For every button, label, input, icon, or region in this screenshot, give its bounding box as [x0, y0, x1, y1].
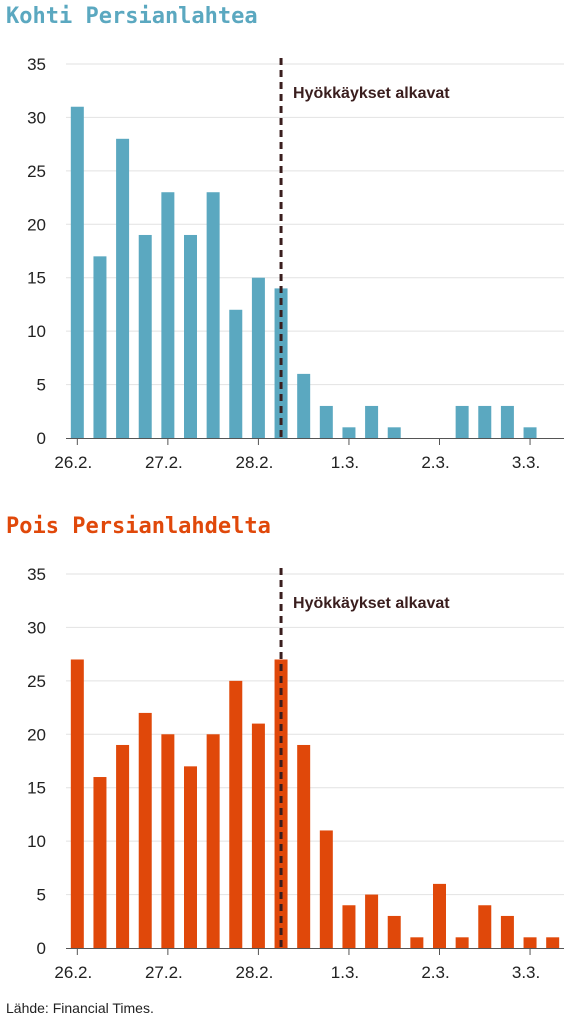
outbound-bar [274, 659, 288, 948]
outbound-y-tick-label: 25 [27, 672, 46, 691]
outbound-y-tick-label: 5 [37, 886, 46, 905]
outbound-bar [500, 915, 514, 948]
outbound-bar [433, 883, 446, 948]
inbound-bar [229, 309, 243, 438]
inbound-x-tick-label: 3.3. [512, 453, 540, 472]
inbound-bar [500, 405, 514, 438]
inbound-x-tick-label: 26.2. [54, 453, 92, 472]
inbound-y-tick-label: 25 [27, 162, 46, 181]
inbound-bar [138, 234, 152, 438]
outbound-y-tick-label: 20 [27, 725, 46, 744]
outbound-bar [342, 905, 356, 948]
outbound-y-tick-label: 0 [37, 939, 46, 958]
inbound-bar [116, 138, 130, 439]
inbound-bar [251, 277, 265, 438]
chart-title-inbound: Kohti Persianlahtea [6, 4, 258, 29]
chart-title-outbound: Pois Persianlahdelta [6, 514, 271, 539]
outbound-y-tick-label: 15 [27, 779, 46, 798]
outbound-x-tick-label: 28.2. [236, 963, 274, 982]
inbound-y-tick-label: 0 [37, 429, 46, 448]
outbound-x-tick-label: 26.2. [54, 963, 92, 982]
outbound-annotation-label: Hyökkäykset alkavat [293, 595, 450, 612]
outbound-bar [93, 777, 107, 948]
inbound-x-tick-label: 1.3. [331, 453, 359, 472]
inbound-bar [387, 427, 401, 438]
inbound-y-tick-label: 5 [37, 376, 46, 395]
inbound-y-tick-label: 15 [27, 269, 46, 288]
outbound-bar [410, 937, 424, 948]
outbound-y-tick-label: 35 [27, 565, 46, 584]
inbound-y-tick-label: 10 [27, 322, 46, 341]
inbound-bar [342, 427, 356, 438]
inbound-bar [70, 106, 84, 438]
inbound-x-tick-label: 28.2. [236, 453, 274, 472]
inbound-y-tick-label: 30 [27, 108, 46, 127]
inbound-bar [319, 405, 333, 438]
inbound-x-tick-label: 2.3. [421, 453, 449, 472]
source-note: Lähde: Financial Times. [6, 1000, 154, 1016]
inbound-bar [365, 405, 379, 438]
outbound-bar [319, 830, 333, 948]
outbound-x-tick-label: 1.3. [331, 963, 359, 982]
inbound-x-tick-label: 27.2. [145, 453, 183, 472]
outbound-bar [184, 766, 197, 948]
inbound-bar [206, 192, 220, 438]
inbound-y-tick-label: 35 [27, 55, 46, 74]
outbound-x-tick-label: 3.3. [512, 963, 540, 982]
outbound-bar [455, 937, 469, 948]
outbound-y-tick-label: 30 [27, 618, 46, 637]
inbound-bar [455, 405, 469, 438]
inbound-bar [184, 234, 197, 438]
outbound-bar [478, 905, 492, 948]
outbound-bar [365, 894, 379, 948]
outbound-bar [251, 723, 265, 948]
outbound-bar [297, 744, 311, 948]
chart-outbound: 0 5 10 15 20 25 30 35 26.2. 27.2. 28.2. 1.3. 2.3. 3.3… [27, 565, 564, 982]
outbound-x-tick-label: 27.2. [145, 963, 183, 982]
inbound-bar [93, 256, 107, 438]
outbound-bar [387, 915, 401, 948]
outbound-x-tick-label: 2.3. [421, 963, 449, 982]
outbound-bar [70, 659, 84, 948]
outbound-y-tick-label: 10 [27, 832, 46, 851]
outbound-bar [546, 937, 560, 948]
inbound-bar [523, 427, 537, 438]
chart-inbound: 0 5 10 15 20 25 30 35 26.2. 27.2. 28.2. 1.3. 2.3. 3.3… [27, 55, 564, 472]
inbound-bar [297, 373, 311, 438]
inbound-bar [478, 405, 492, 438]
outbound-bar [229, 680, 243, 948]
inbound-bar [161, 192, 175, 438]
outbound-bar [116, 744, 130, 948]
outbound-bar [138, 712, 152, 948]
outbound-bar [161, 734, 175, 948]
outbound-bar [206, 734, 220, 948]
inbound-annotation-label: Hyökkäykset alkavat [293, 85, 450, 102]
inbound-y-tick-label: 20 [27, 215, 46, 234]
outbound-bar [523, 937, 537, 948]
